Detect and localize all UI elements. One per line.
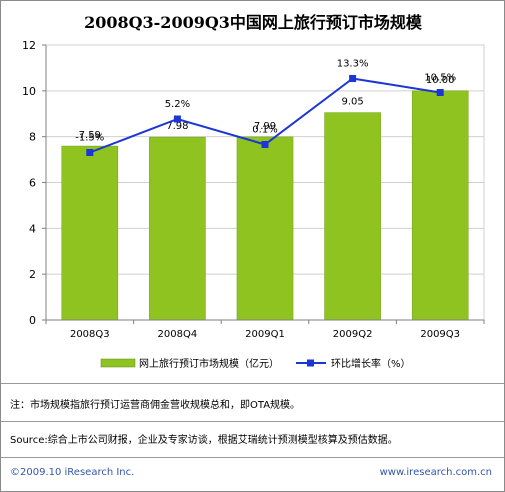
- x-axis: 2008Q3 2008Q4 2009Q1 2009Q2 2009Q3: [45, 319, 485, 340]
- chart-canvas: 2008Q3-2009Q3中国网上旅行预订市场规模 0 2 4 6 8 10 12 7.59…: [22, 13, 485, 370]
- line-series: -1.5% 5.2% 0.1% 13.3% 10.5%: [75, 59, 456, 156]
- bar: [149, 136, 206, 321]
- chart-title: 2008Q3-2009Q3中国网上旅行预订市场规模: [84, 13, 423, 32]
- bar-labels: 7.59 7.98 7.99 9.05 10.00: [79, 75, 455, 141]
- bar-value-label: 7.98: [166, 121, 188, 132]
- bar: [411, 90, 469, 321]
- website-link[interactable]: www.iresearch.com.cn: [379, 467, 492, 478]
- legend-bar-label: 网上旅行预订市场规模（亿元）: [139, 357, 279, 370]
- y-axis: 0 2 4 6 8 10 12: [22, 39, 47, 327]
- x-tick-label: 2009Q2: [333, 329, 373, 340]
- x-tick-label: 2009Q3: [420, 329, 460, 340]
- legend-bar-swatch: [100, 358, 136, 368]
- bar: [324, 112, 381, 321]
- line-value-label: 13.3%: [337, 59, 369, 70]
- line-value-label: 0.1%: [252, 125, 277, 136]
- bar-value-label: 7.59: [79, 130, 101, 141]
- divider: [1, 457, 504, 458]
- line-point: [349, 75, 357, 82]
- y-tick-label: 0: [29, 314, 36, 327]
- bar: [61, 145, 119, 321]
- line-value-label: -1.5%: [75, 133, 104, 144]
- line-point: [261, 141, 269, 148]
- source-text: Source:综合上市公司财报，企业及专家访谈，根据艾瑞统计预测模型核算及预估数…: [10, 435, 398, 446]
- x-tick-label: 2009Q1: [245, 329, 285, 340]
- line-value-label: 5.2%: [165, 99, 190, 110]
- legend-line-label: 环比增长率（%）: [331, 357, 411, 370]
- bar: [236, 136, 294, 321]
- y-tick-label: 12: [22, 39, 36, 52]
- legend-line-marker: [307, 359, 314, 367]
- divider: [1, 421, 504, 422]
- y-tick-label: 6: [29, 177, 36, 190]
- divider: [1, 383, 504, 384]
- x-tick-label: 2008Q3: [70, 329, 110, 340]
- y-tick-label: 2: [29, 268, 36, 281]
- copyright-text: ©2009.10 iResearch Inc.: [10, 467, 135, 478]
- line-point: [86, 149, 94, 156]
- y-tick-label: 4: [29, 222, 36, 235]
- x-tick-label: 2008Q4: [158, 329, 198, 340]
- bar-value-label: 9.05: [341, 97, 363, 108]
- y-tick-label: 8: [29, 131, 36, 144]
- bar-value-label: 7.99: [254, 121, 276, 132]
- legend: 网上旅行预订市场规模（亿元） 环比增长率（%）: [100, 357, 411, 370]
- y-tick-label: 10: [22, 85, 36, 98]
- note-text: 注：市场规模指旅行预订运营商佣金营收规模总和，即OTA规模。: [10, 400, 301, 411]
- bar-value-label: 10.00: [426, 75, 455, 86]
- line-point: [436, 89, 444, 96]
- line-value-label: 10.5%: [424, 73, 456, 84]
- line-point: [173, 115, 181, 123]
